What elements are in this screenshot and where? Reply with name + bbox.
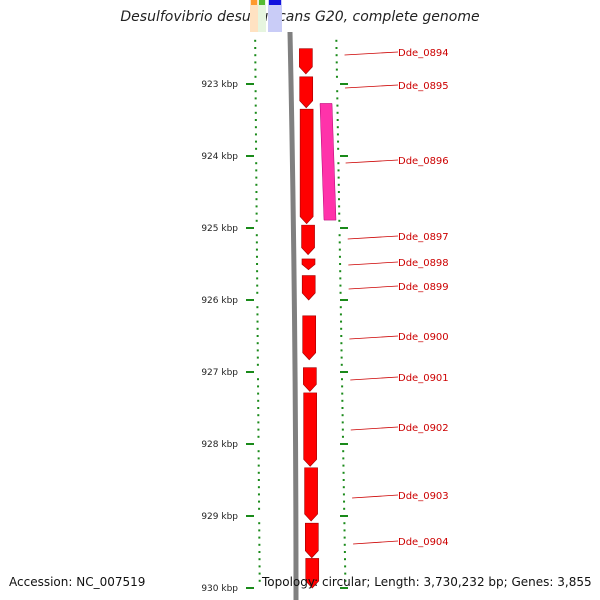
gene-label: Dde_0902 (398, 423, 449, 434)
tick-label: 923 kbp (201, 80, 238, 90)
gene-label-connector (349, 335, 399, 340)
gene-label: Dde_0894 (398, 48, 449, 59)
legend-swatch-orange (251, 0, 257, 5)
gene-label-connector (344, 51, 399, 56)
gene-label-connector (348, 261, 399, 266)
legend-swatch-blue-light (268, 0, 282, 32)
gene-arrow[interactable] (301, 275, 316, 301)
gene-label-connector (345, 84, 399, 89)
gene-label-connector (352, 494, 399, 499)
gene-label: Dde_0903 (398, 491, 449, 502)
gene-arrow[interactable] (305, 522, 319, 559)
tick-label: 928 kbp (201, 440, 238, 450)
gene-label: Dde_0899 (398, 282, 449, 293)
gene-label: Dde_0897 (398, 232, 449, 243)
gene-label: Dde_0895 (398, 81, 449, 92)
gene-label: Dde_0900 (398, 332, 449, 343)
legend-swatch-blue (269, 0, 281, 5)
map-title: Desulfovibrio desulfuricans G20, complet… (120, 9, 480, 25)
legend-swatch-green (259, 0, 265, 5)
gene-label-connector (353, 540, 399, 545)
legend-swatch-green-light (258, 0, 266, 32)
tick-label: 926 kbp (201, 296, 238, 306)
legend-swatches (250, 0, 282, 32)
gene-arrow[interactable] (299, 108, 314, 225)
backbone-line (287, 31, 299, 600)
gene-label-connector (348, 285, 399, 290)
gene-label-connector (345, 159, 399, 164)
tick-label: 927 kbp (201, 368, 238, 378)
gene-arrow[interactable] (304, 467, 318, 522)
legend-swatch-orange-light (250, 0, 258, 32)
topology-text: Topology: circular; Length: 3,730,232 bp… (262, 575, 592, 589)
gene-arrow[interactable] (305, 558, 320, 589)
backbone-layer (287, 31, 299, 600)
gene-layer (299, 48, 320, 589)
tick-label: 925 kbp (201, 224, 238, 234)
label-layer: Dde_0894 Dde_0895 Dde_0896 Dde_0897 Dde_0898… (344, 48, 449, 548)
gene-arrow[interactable] (299, 76, 314, 109)
gene-arrow[interactable] (303, 367, 317, 392)
gene-label: Dde_0896 (398, 156, 449, 167)
gene-label: Dde_0898 (398, 258, 449, 269)
feature-block[interactable] (319, 103, 337, 221)
gene-label-connector (347, 235, 399, 240)
gene-arrow[interactable] (299, 48, 313, 75)
gene-arrow[interactable] (303, 392, 317, 467)
gene-arrow[interactable] (302, 315, 317, 361)
tick-layer: 923 kbp 924 kbp 925 kbp 926 kbp 927 kbp 928 k… (201, 39, 348, 594)
gene-arrow[interactable] (301, 258, 316, 271)
tick-label: 929 kbp (201, 512, 238, 522)
gene-label-connector (350, 426, 399, 431)
gene-label: Dde_0904 (398, 537, 449, 548)
feature-layer (319, 103, 337, 221)
gene-label-connector (350, 376, 399, 381)
gene-label: Dde_0901 (398, 373, 449, 384)
tick-label: 924 kbp (201, 152, 238, 162)
tick-label: 930 kbp (201, 584, 238, 594)
accession-text: Accession: NC_007519 (9, 575, 146, 589)
gene-arrow[interactable] (301, 224, 315, 256)
